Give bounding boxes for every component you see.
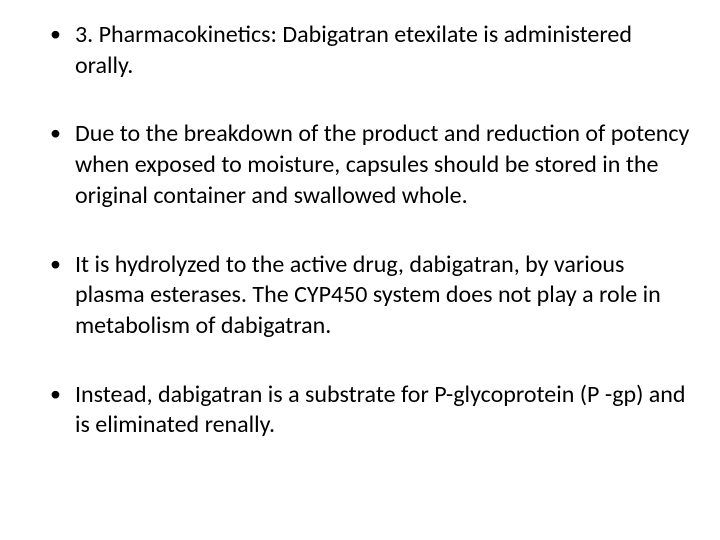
bullet-marker-icon: • bbox=[50, 250, 61, 279]
bullet-text: 3. Pharmacokinetics: Dabigatran etexilat… bbox=[75, 20, 690, 81]
bullet-text: Due to the breakdown of the product and … bbox=[75, 119, 690, 211]
bullet-text: Instead, dabigatran is a substrate for P… bbox=[75, 380, 690, 441]
bullet-marker-icon: • bbox=[50, 20, 61, 49]
slide-content: • 3. Pharmacokinetics: Dabigatran etexil… bbox=[50, 20, 690, 441]
bullet-item-1: • 3. Pharmacokinetics: Dabigatran etexil… bbox=[50, 20, 690, 81]
bullet-marker-icon: • bbox=[50, 119, 61, 148]
bullet-text: It is hydrolyzed to the active drug, dab… bbox=[75, 250, 690, 342]
bullet-item-2: • Due to the breakdown of the product an… bbox=[50, 119, 690, 211]
bullet-item-3: • It is hydrolyzed to the active drug, d… bbox=[50, 250, 690, 342]
bullet-item-4: • Instead, dabigatran is a substrate for… bbox=[50, 380, 690, 441]
bullet-marker-icon: • bbox=[50, 380, 61, 409]
